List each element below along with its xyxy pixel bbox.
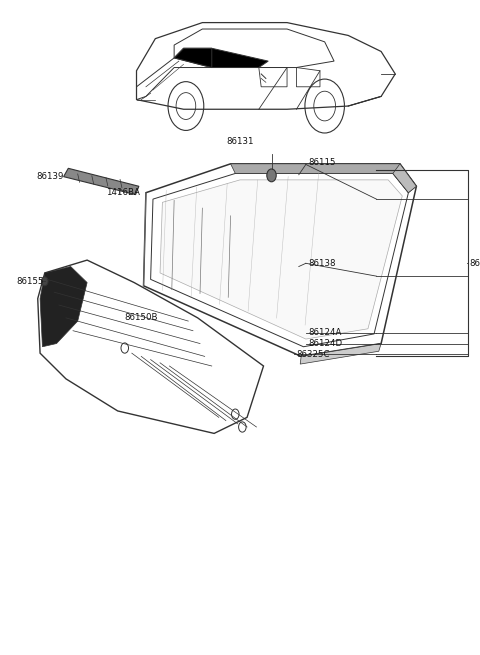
Text: 1416BA: 1416BA <box>106 188 140 197</box>
Circle shape <box>267 169 276 182</box>
Text: 86150B: 86150B <box>125 313 158 322</box>
Polygon shape <box>393 164 416 193</box>
Text: 86325C: 86325C <box>297 350 330 359</box>
Polygon shape <box>160 180 402 339</box>
Circle shape <box>41 277 48 286</box>
Text: 86155: 86155 <box>16 277 44 286</box>
Circle shape <box>121 343 129 353</box>
Text: 86110A: 86110A <box>469 259 480 268</box>
Text: 86124D: 86124D <box>308 339 342 348</box>
Polygon shape <box>174 48 268 67</box>
Circle shape <box>239 422 246 432</box>
Text: 86138: 86138 <box>308 259 336 268</box>
Polygon shape <box>230 164 416 193</box>
Polygon shape <box>63 168 139 195</box>
Text: 86139: 86139 <box>37 172 64 181</box>
Polygon shape <box>40 267 87 346</box>
Circle shape <box>231 409 239 419</box>
Text: 86131: 86131 <box>226 138 254 147</box>
Polygon shape <box>300 343 381 364</box>
Text: 86115: 86115 <box>308 158 336 167</box>
Text: 86124A: 86124A <box>308 328 342 337</box>
